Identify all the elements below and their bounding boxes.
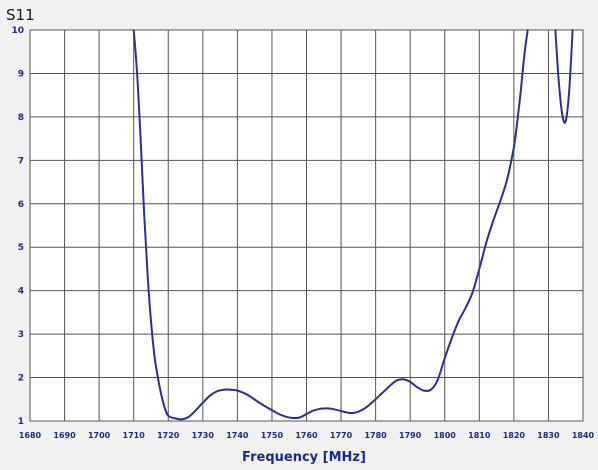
y-tick-label: 1 [18, 417, 24, 427]
y-tick-label: 5 [18, 243, 24, 253]
x-tick-label: 1760 [295, 431, 318, 440]
y-tick-label: 6 [18, 200, 24, 210]
x-tick-labels: 1680 1690 1700 1710 1720 1730 1740 1750 1760 1770… [19, 431, 595, 440]
x-tick-label: 1680 [19, 431, 42, 440]
y-tick-label: 4 [18, 287, 24, 297]
x-tick-label: 1710 [123, 431, 146, 440]
y-tick-label: 9 [18, 69, 24, 79]
y-tick-label: 10 [11, 26, 24, 36]
chart-title: S11 [6, 6, 35, 24]
x-tick-label: 1770 [330, 431, 353, 440]
y-tick-label: 7 [18, 156, 24, 166]
x-tick-label: 1780 [364, 431, 387, 440]
y-tick-label: 8 [18, 113, 24, 123]
x-tick-label: 1820 [503, 431, 526, 440]
series-line-0 [132, 29, 529, 421]
plot-border [29, 29, 584, 422]
y-tick-label: 3 [18, 330, 24, 340]
x-tick-label: 1730 [192, 431, 215, 440]
y-tick-label: 2 [18, 374, 24, 384]
x-tick-label: 1690 [53, 431, 76, 440]
x-tick-label: 1840 [572, 431, 595, 440]
x-tick-label: 1800 [434, 431, 457, 440]
y-tick-labels: 1 2 3 4 5 6 7 8 9 10 [11, 26, 24, 427]
series-line-1 [554, 29, 574, 124]
x-tick-label: 1810 [468, 431, 491, 440]
series-group [132, 29, 574, 421]
x-tick-label: 1740 [226, 431, 249, 440]
x-tick-label: 1750 [261, 431, 284, 440]
x-tick-label: 1830 [537, 431, 560, 440]
x-tick-label: 1790 [399, 431, 422, 440]
x-axis-label: Frequency [MHz] [242, 450, 366, 465]
x-tick-label: 1720 [157, 431, 180, 440]
x-tick-label: 1700 [88, 431, 111, 440]
